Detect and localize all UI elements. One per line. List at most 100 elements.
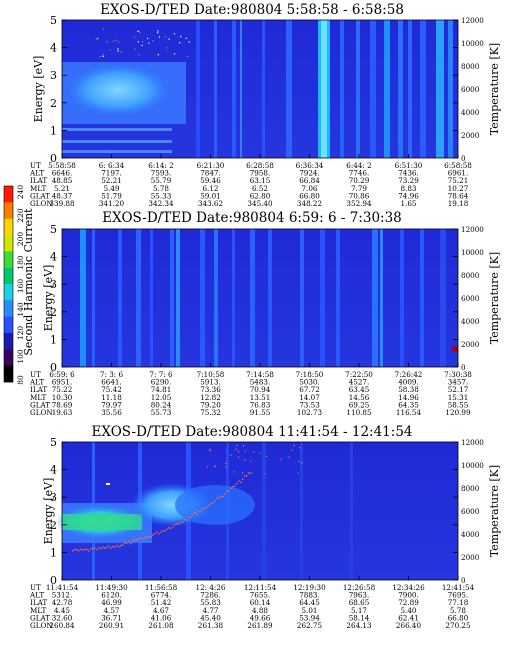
temperature-dot [236, 483, 238, 485]
stripe [286, 20, 292, 158]
y-tick-label: 3 [50, 278, 57, 291]
temperature-dot [250, 460, 252, 462]
ephemeris-value: 7:30:38 [444, 370, 472, 379]
y-tick-label: 4 [50, 251, 57, 264]
colorbar-block [4, 300, 13, 317]
ephemeris-value: 7:14:58 [246, 370, 274, 379]
ephemeris-value: 45.40 [200, 613, 221, 622]
ephemeris-value: 55.33 [151, 191, 172, 200]
ephemeris-value: 75.32 [200, 408, 221, 417]
temperature-dot [253, 451, 255, 453]
panel-2-ylabel: Energy [eV] [42, 265, 55, 332]
panel-1-band-low-3 [62, 150, 172, 153]
panel-1-axes: 0 1 2 3 4 5 0 2000 4000 6000 8000 10000 12000 [50, 14, 484, 165]
ephemeris-value: 66.80 [299, 191, 320, 200]
temperature-dot [116, 544, 118, 547]
temperature-dot [110, 547, 112, 549]
stripe [214, 229, 218, 367]
ephemeris-value: 69.25 [349, 400, 370, 409]
ephemeris-value: 7900. [398, 591, 419, 600]
stripe [321, 20, 327, 158]
temperature-dot [180, 522, 182, 524]
colorbar-ticks: 80 100 120 140 160 180 200 220 240 [16, 185, 25, 385]
ephemeris-value: 60.14 [250, 598, 271, 607]
ephemeris-value: 339.88 [49, 199, 75, 208]
ephemeris-value: 6961. [448, 169, 469, 178]
temperature-dot [178, 42, 181, 44]
temperature-dot [148, 42, 150, 44]
ephemeris-value: 8.83 [400, 184, 416, 193]
ephemeris-label: GLAT [30, 400, 50, 409]
y-tick-label: 2 [50, 306, 57, 319]
panel-3-temperature-dots [72, 444, 303, 552]
stripe [448, 20, 453, 158]
temperature-dot [136, 30, 139, 32]
ephemeris-value: 6:36:34 [296, 161, 324, 170]
ephemeris-value: 12: 4:26 [196, 583, 226, 592]
temperature-dot [130, 542, 132, 545]
y2-tick-label: 4000 [461, 317, 480, 326]
ephemeris-value: 7847. [200, 169, 221, 178]
panel-1-ion-core [63, 62, 173, 118]
ephemeris-value: 75.22 [52, 385, 73, 394]
temperature-dot [293, 444, 295, 447]
ephemeris-value: 7: 3: 6 [100, 370, 124, 379]
ephemeris-value: 15.31 [448, 393, 469, 402]
temperature-dot [142, 538, 144, 540]
temperature-dot [206, 506, 208, 508]
temperature-dot [102, 55, 104, 57]
ephemeris-value: 35.56 [101, 408, 122, 417]
colorbar-tick-label: 120 [16, 326, 25, 341]
ephemeris-label: ILAT [30, 385, 47, 394]
ephemeris-value: 6.12 [202, 184, 218, 193]
ephemeris-value: 5.78 [450, 606, 466, 615]
ephemeris-value: 11:49:30 [95, 583, 128, 592]
panel-1-stripes [196, 20, 453, 158]
ephemeris-value: 68.65 [349, 598, 370, 607]
y-tick-label: 4 [50, 42, 57, 55]
temperature-dot [86, 548, 88, 551]
y-tick-label: 4 [50, 464, 57, 477]
stripe [400, 229, 404, 367]
ephemeris-value: 5:58:58 [48, 161, 76, 170]
temperature-dot [301, 462, 303, 464]
ephemeris-value: 70.86 [349, 191, 370, 200]
panel-3-ephemeris: UT 11:41:54 11:49:30 11:56:58 12: 4:26 12:11:… [29, 583, 475, 630]
ephemeris-value: 7: 7: 6 [149, 370, 173, 379]
y-tick-label: 5 [50, 14, 57, 27]
colorbar: 80 100 120 140 160 180 200 220 240 Second Harmon… [3, 185, 35, 385]
temperature-dot [248, 472, 250, 474]
ephemeris-value: 79.20 [200, 400, 221, 409]
colorbar-blocks [3, 185, 14, 383]
temperature-dot [244, 450, 246, 452]
temperature-dot [102, 28, 104, 30]
ephemeris-value: 5483. [250, 378, 271, 387]
ephemeris-value: 12:19:30 [293, 583, 326, 592]
temperature-dot [185, 37, 187, 39]
temperature-dot [138, 54, 140, 56]
temperature-dot [134, 48, 136, 50]
stripe [80, 229, 86, 367]
temperature-dot [230, 454, 232, 456]
panel-2-axes: 0 1 2 3 4 5 0 2000 4000 6000 8000 10000 12000 [50, 223, 484, 374]
ephemeris-value: 12.05 [151, 393, 172, 402]
temperature-dot [118, 546, 120, 548]
temperature-dot [291, 449, 293, 451]
ephemeris-value: 4.67 [153, 606, 169, 615]
temperature-dot [95, 38, 97, 40]
temperature-dot [264, 472, 266, 475]
temperature-dot [104, 547, 106, 549]
temperature-dot [250, 472, 252, 474]
y2-tick-label: 10000 [461, 461, 484, 470]
temperature-dot [157, 32, 159, 34]
temperature-dot [166, 47, 168, 49]
temperature-dot [118, 41, 120, 43]
temperature-dot [220, 495, 222, 498]
panel-3-ylabel: Energy [eV] [42, 478, 55, 545]
y2-tick-label: 6000 [461, 507, 480, 516]
stripe [340, 20, 344, 158]
stripe [196, 20, 200, 158]
ephemeris-value: 1.65 [400, 199, 416, 208]
colorbar-tick-label: 180 [16, 255, 25, 270]
y2-tick-label: 0 [461, 576, 466, 585]
